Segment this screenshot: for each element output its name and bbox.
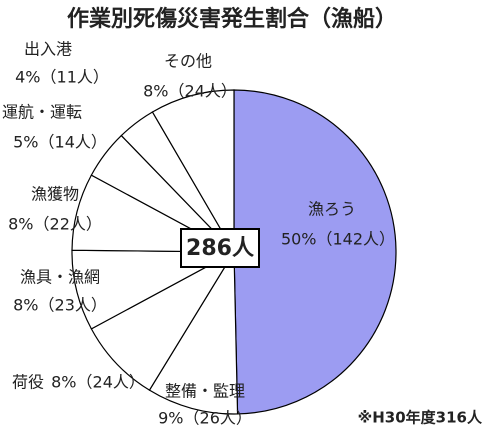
chart-title: 作業別死傷災害発生割合（漁船） (67, 6, 397, 32)
slice-label: 漁獲物 (31, 185, 79, 204)
center-box (180, 228, 260, 268)
pie-slice (90, 250, 236, 391)
slice-label: 漁具・漁網 (20, 268, 100, 287)
slice-value-label: 8%（23人） (13, 296, 107, 315)
slice-value-label: 4%（11人） (15, 68, 109, 87)
slice-label: 出入港 (24, 40, 72, 59)
slice-value-label: 8%（24人） (143, 82, 237, 101)
slice-label: その他 (164, 52, 212, 71)
pie-slice (148, 249, 239, 415)
note: ※H30年度316人 (358, 409, 483, 427)
slice-value-label: 5%（14人） (13, 133, 107, 152)
slice-label: 整備・監理 (165, 382, 245, 401)
slice-value-label: 8%（22人） (8, 215, 102, 234)
pie-slice (233, 89, 397, 415)
pie (71, 89, 397, 415)
slice-value-label: 8%（24人） (51, 373, 145, 392)
center-label: 286人 (186, 236, 254, 261)
slice-value-label: 9%（26人） (158, 409, 252, 428)
slice-label: 荷役 (12, 373, 44, 392)
slice-value-label: 50%（142人） (281, 230, 395, 249)
pie-slice (151, 89, 235, 255)
slice-label: 運航・運転 (2, 103, 82, 122)
slice-label: 漁ろう (308, 200, 356, 219)
